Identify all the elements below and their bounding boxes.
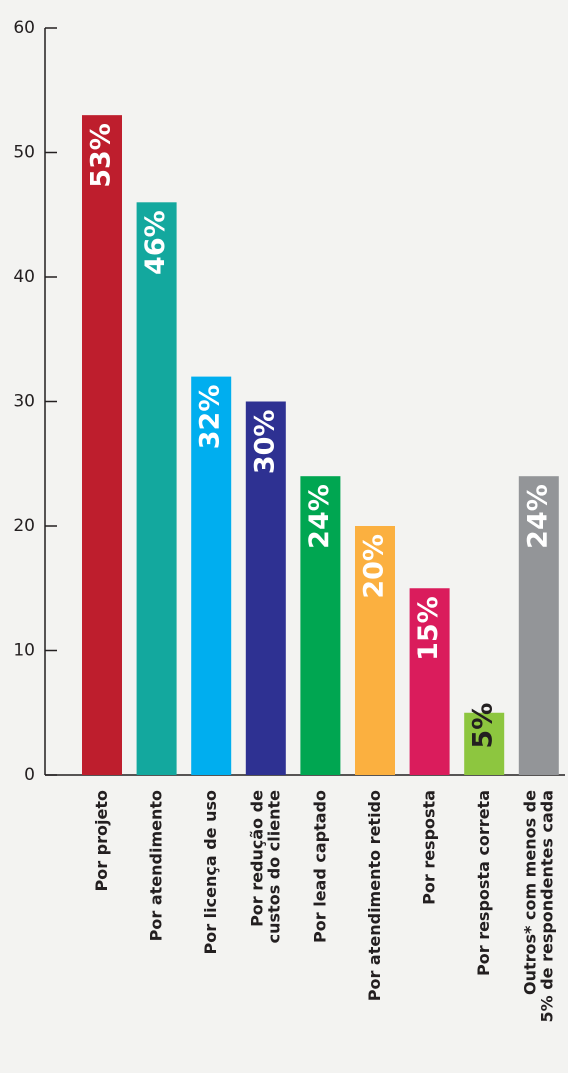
value-label: 5%: [468, 703, 499, 749]
y-tick-label: 40: [13, 267, 35, 287]
bar: [136, 202, 177, 776]
x-tick-label: Por resposta correta: [474, 790, 493, 976]
y-tick-label: 20: [13, 516, 35, 536]
x-tick-label: Por lead captado: [310, 790, 329, 943]
x-tick-label: Por atendimento: [146, 790, 165, 941]
value-label: 24%: [522, 484, 553, 549]
value-label: 24%: [304, 484, 335, 549]
x-tick-label: Por licença de uso: [201, 790, 220, 955]
y-tick-label: 0: [24, 765, 35, 785]
value-label: 30%: [249, 410, 280, 475]
x-tick-label: Por atendimento retido: [365, 790, 384, 1001]
bar: [464, 712, 505, 775]
y-tick-label: 60: [13, 18, 35, 38]
value-label: 46%: [140, 210, 171, 275]
x-tick-label: Por resposta: [419, 790, 438, 905]
value-label: 53%: [86, 123, 117, 188]
x-tick-label: Por redução decustos do cliente: [247, 790, 283, 943]
value-label: 32%: [195, 385, 226, 450]
bar: [191, 376, 232, 775]
bar: [245, 401, 286, 775]
bar: [355, 526, 395, 775]
y-tick-label: 30: [13, 392, 35, 412]
bar: [300, 476, 341, 775]
x-tick-label: Por projeto: [92, 790, 111, 892]
y-tick-label: 10: [13, 641, 35, 661]
bar: [82, 115, 122, 775]
bar: [518, 476, 559, 775]
value-label: 20%: [359, 534, 390, 599]
x-tick-label: Outros* com menos de5% de respondentes c…: [520, 790, 556, 1023]
value-label: 15%: [413, 596, 444, 661]
y-tick-label: 50: [13, 143, 35, 163]
bar: [409, 588, 450, 775]
